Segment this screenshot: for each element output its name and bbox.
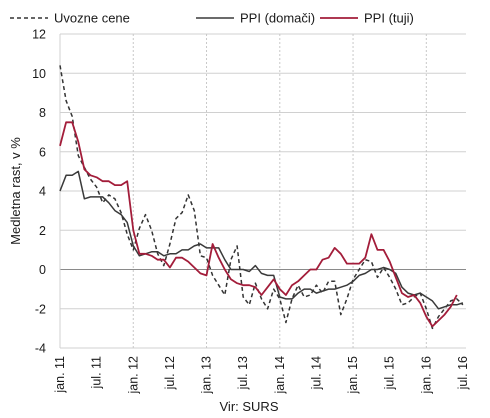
series-line-0: [59, 65, 464, 330]
x-tick-label: jul. 15: [383, 356, 397, 390]
y-tick-label: 8: [39, 106, 46, 120]
y-axis-title: Medletna rast, v %: [8, 137, 23, 245]
x-tick-label: jul. 12: [163, 356, 177, 390]
x-tick-label: jan. 11: [53, 356, 67, 394]
legend-label-uvozne-cene: Uvozne cene: [54, 11, 130, 26]
legend: Uvozne cene PPI (domači) PPI (tuji): [10, 11, 414, 26]
x-tick-label: jan. 13: [200, 356, 214, 395]
y-tick-label: 4: [39, 185, 46, 199]
x-tick-label: jan. 12: [126, 356, 140, 395]
series-line-2: [59, 121, 458, 328]
legend-label-ppi-domaci: PPI (domači): [240, 11, 315, 26]
series-line-1: [59, 170, 464, 310]
series-layer: [59, 65, 464, 330]
x-tick-label: jan. 16: [419, 356, 433, 395]
y-tick-label: 10: [32, 67, 46, 81]
x-tick-label: jan. 15: [346, 356, 360, 395]
y-axis-ticks: -4 -2 0 2 4 6 8 10 12: [32, 28, 46, 356]
y-tick-label: 0: [39, 263, 46, 277]
x-tick-label: jul. 11: [90, 356, 104, 389]
y-tick-label: -2: [35, 302, 46, 316]
x-tick-label: jul. 14: [309, 356, 323, 390]
gridlines: [59, 33, 466, 349]
y-tick-label: 2: [39, 224, 46, 238]
x-tick-label: jul. 16: [456, 356, 470, 390]
y-tick-label: -4: [35, 342, 46, 356]
y-tick-label: 6: [39, 145, 46, 159]
x-axis-title: Vir: SURS: [220, 399, 279, 414]
legend-label-ppi-tuji: PPI (tuji): [364, 11, 414, 26]
x-axis-ticks: jan. 11 jul. 11 jan. 12 jul. 12 jan. 13 jul. …: [53, 356, 470, 395]
x-tick-label: jan. 14: [273, 356, 287, 395]
x-tick-label: jul. 13: [236, 356, 250, 390]
y-tick-label: 12: [32, 28, 46, 42]
